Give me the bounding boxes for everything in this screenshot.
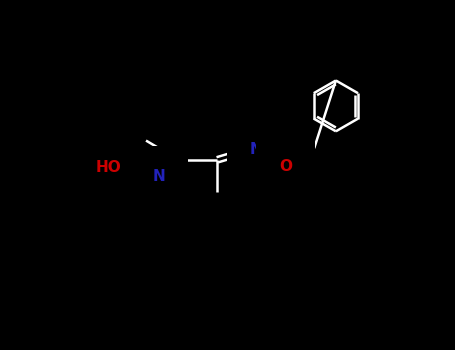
Text: O: O [279,159,292,174]
Text: N: N [250,142,263,157]
Text: HO: HO [96,160,121,175]
Text: N: N [153,169,166,184]
